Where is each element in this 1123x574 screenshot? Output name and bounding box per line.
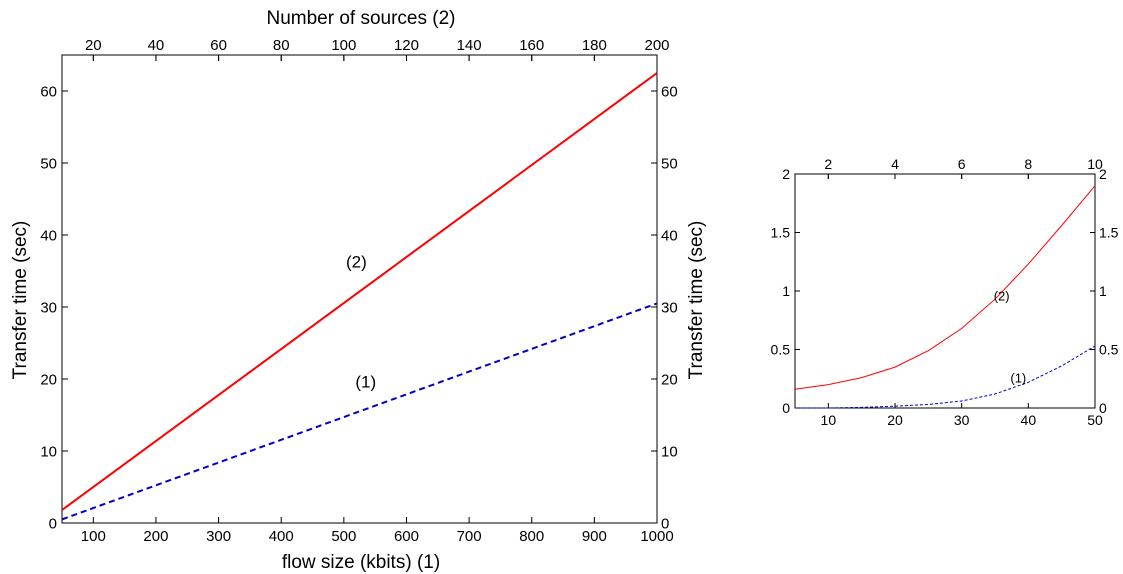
inset-y-tick-label-right: 0 — [1099, 400, 1107, 416]
main-y-tick-label: 60 — [40, 83, 57, 100]
inset-plot-frame — [794, 173, 1096, 409]
main-x2-tick-label: 80 — [273, 37, 290, 54]
main-y-tick-label: 40 — [40, 227, 57, 244]
main-x-tick-label: 900 — [582, 528, 607, 545]
inset-y-tick-label: 0 — [782, 400, 790, 416]
inset-x-tick-label: 40 — [1021, 412, 1037, 428]
main-x-tick-label: 100 — [81, 528, 106, 545]
inset-series-line-2 — [795, 345, 1096, 409]
main-y-tick-label: 10 — [40, 443, 57, 460]
inset-y-tick-label: 2 — [782, 166, 790, 182]
main-x2-tick-label: 140 — [457, 37, 482, 54]
main-x2-axis-label: Number of sources (2) — [266, 8, 455, 29]
main-x2-tick-label: 200 — [644, 37, 669, 54]
main-annotation-2: (1) — [355, 373, 376, 392]
main-y-tick-label-right: 20 — [661, 371, 678, 388]
main-y-tick-label-right: 40 — [661, 227, 678, 244]
main-x2-tick-label: 120 — [394, 37, 419, 54]
main-x-tick-label: 700 — [457, 528, 482, 545]
main-x-tick-label: 200 — [143, 528, 168, 545]
main-x-tick-label: 400 — [269, 528, 294, 545]
inset-x2-tick-label: 4 — [891, 156, 899, 172]
main-y-tick-label-right: 0 — [661, 515, 669, 532]
inset-x2-tick-label: 8 — [1024, 156, 1032, 172]
main-y-tick-label: 0 — [49, 515, 57, 532]
main-y-tick-label-right: 10 — [661, 443, 678, 460]
main-x2-tick-label: 20 — [85, 37, 102, 54]
main-x-tick-label: 300 — [206, 528, 231, 545]
inset-y-tick-label-right: 1.5 — [1099, 224, 1119, 240]
main-x-tick-label: 800 — [519, 528, 544, 545]
main-y-tick-label-right: 30 — [661, 299, 678, 316]
inset-x2-tick-label: 10 — [1087, 156, 1103, 172]
inset-chart: 10 20 30 40 50 2 4 6 8 10 0 0 0.5 0.5 1 1 1.5 1.5 2 2 (2) (1) — [771, 156, 1119, 428]
inset-y-tick-label: 0.5 — [771, 341, 791, 357]
main-y-axis-label: Transfer time (sec) — [10, 221, 31, 380]
main-y-tick-label: 20 — [40, 371, 57, 388]
main-x2-tick-label: 40 — [148, 37, 165, 54]
main-annotation-1: (2) — [346, 252, 367, 271]
inset-y-tick-label: 1.5 — [771, 224, 791, 240]
main-series-line-2 — [61, 302, 658, 521]
inset-x2-tick-label: 6 — [958, 156, 966, 172]
inset-annotation-1: (2) — [994, 288, 1010, 303]
inset-y-tick-label-right: 0.5 — [1099, 341, 1119, 357]
main-y-tick-label-right: 50 — [661, 155, 678, 172]
inset-x-tick-label: 10 — [821, 412, 837, 428]
main-y-tick-label: 50 — [40, 155, 57, 172]
main-x2-tick-label: 160 — [519, 37, 544, 54]
inset-y-tick-label-right: 2 — [1099, 166, 1107, 182]
inset-y-tick-label: 1 — [782, 283, 790, 299]
inset-y-tick-label-right: 1 — [1099, 283, 1107, 299]
main-x-axis-label: flow size (kbits) (1) — [282, 552, 440, 573]
main-plot-frame — [61, 54, 658, 524]
main-x-tick-label: 600 — [394, 528, 419, 545]
inset-x-tick-label: 50 — [1087, 412, 1103, 428]
inset-x-tick-label: 30 — [954, 412, 970, 428]
inset-series-line-1 — [794, 185, 1096, 390]
main-x-tick-label: 1000 — [640, 528, 673, 545]
main-x-tick-label: 500 — [331, 528, 356, 545]
inset-x2-tick-label: 2 — [824, 156, 832, 172]
inset-x-tick-label: 20 — [887, 412, 903, 428]
main-x2-tick-label: 100 — [331, 37, 356, 54]
main-y-tick-label: 30 — [40, 299, 57, 316]
main-y-axis-label-right: Transfer time (sec) — [686, 221, 707, 380]
main-series-line-1 — [61, 72, 658, 511]
inset-annotation-2: (1) — [1010, 370, 1026, 385]
main-x2-tick-label: 180 — [582, 37, 607, 54]
main-y-tick-label-right: 60 — [661, 83, 678, 100]
main-x2-tick-label: 60 — [210, 37, 227, 54]
